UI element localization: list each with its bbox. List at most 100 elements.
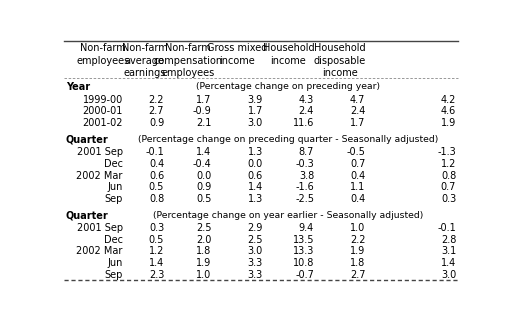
Text: 3.0: 3.0: [247, 247, 263, 256]
Text: 11.6: 11.6: [293, 118, 314, 128]
Text: 3.0: 3.0: [441, 270, 456, 280]
Text: 8.7: 8.7: [299, 147, 314, 157]
Text: 0.5: 0.5: [149, 182, 164, 192]
Text: Non-farm
compensation
employees: Non-farm compensation employees: [153, 43, 222, 78]
Text: 2001-02: 2001-02: [82, 118, 123, 128]
Text: 2.0: 2.0: [196, 235, 212, 245]
Text: 10.8: 10.8: [293, 258, 314, 268]
Text: Quarter: Quarter: [66, 211, 108, 221]
Text: 3.0: 3.0: [247, 118, 263, 128]
Text: 13.3: 13.3: [293, 247, 314, 256]
Text: 0.6: 0.6: [247, 171, 263, 181]
Text: 0.8: 0.8: [149, 194, 164, 204]
Text: 0.4: 0.4: [350, 171, 365, 181]
Text: Jun: Jun: [107, 182, 123, 192]
Text: 0.5: 0.5: [196, 194, 212, 204]
Text: 1.0: 1.0: [196, 270, 212, 280]
Text: 1.1: 1.1: [350, 182, 365, 192]
Text: -0.1: -0.1: [437, 223, 456, 233]
Text: -1.3: -1.3: [437, 147, 456, 157]
Text: 1.9: 1.9: [350, 247, 365, 256]
Text: Sep: Sep: [104, 194, 123, 204]
Text: 2.8: 2.8: [441, 235, 456, 245]
Text: 1.4: 1.4: [441, 258, 456, 268]
Text: 1999-00: 1999-00: [82, 95, 123, 105]
Text: 1.9: 1.9: [441, 118, 456, 128]
Text: (Percentage change on preceding year): (Percentage change on preceding year): [196, 82, 380, 91]
Text: Jun: Jun: [107, 258, 123, 268]
Text: 4.2: 4.2: [441, 95, 456, 105]
Text: 1.3: 1.3: [247, 147, 263, 157]
Text: 0.4: 0.4: [350, 194, 365, 204]
Text: (Percentage change on preceding quarter - Seasonally adjusted): (Percentage change on preceding quarter …: [138, 135, 439, 144]
Text: 0.7: 0.7: [441, 182, 456, 192]
Text: Dec: Dec: [104, 159, 123, 169]
Text: 1.9: 1.9: [196, 258, 212, 268]
Text: Sep: Sep: [104, 270, 123, 280]
Text: 1.3: 1.3: [247, 194, 263, 204]
Text: 3.9: 3.9: [247, 95, 263, 105]
Text: (Percentage change on year earlier - Seasonally adjusted): (Percentage change on year earlier - Sea…: [153, 211, 423, 220]
Text: 2001 Sep: 2001 Sep: [77, 223, 123, 233]
Text: 0.9: 0.9: [149, 118, 164, 128]
Text: 1.2: 1.2: [149, 247, 164, 256]
Text: 1.4: 1.4: [149, 258, 164, 268]
Text: 2002 Mar: 2002 Mar: [76, 171, 123, 181]
Text: 4.6: 4.6: [441, 106, 456, 116]
Text: -1.6: -1.6: [295, 182, 314, 192]
Text: 2.5: 2.5: [247, 235, 263, 245]
Text: Dec: Dec: [104, 235, 123, 245]
Text: Non-farm
average
earnings: Non-farm average earnings: [122, 43, 167, 78]
Text: 0.3: 0.3: [441, 194, 456, 204]
Text: 1.2: 1.2: [441, 159, 456, 169]
Text: 0.6: 0.6: [149, 171, 164, 181]
Text: 2.7: 2.7: [350, 270, 365, 280]
Text: 3.8: 3.8: [299, 171, 314, 181]
Text: -0.7: -0.7: [295, 270, 314, 280]
Text: 3.1: 3.1: [441, 247, 456, 256]
Text: 2.9: 2.9: [247, 223, 263, 233]
Text: 0.8: 0.8: [441, 171, 456, 181]
Text: 4.7: 4.7: [350, 95, 365, 105]
Text: Quarter: Quarter: [66, 135, 108, 145]
Text: 1.8: 1.8: [350, 258, 365, 268]
Text: -0.5: -0.5: [347, 147, 365, 157]
Text: 2.2: 2.2: [149, 95, 164, 105]
Text: 9.4: 9.4: [299, 223, 314, 233]
Text: 2000-01: 2000-01: [82, 106, 123, 116]
Text: 4.3: 4.3: [299, 95, 314, 105]
Text: 0.4: 0.4: [149, 159, 164, 169]
Text: 2.3: 2.3: [149, 270, 164, 280]
Text: 0.7: 0.7: [350, 159, 365, 169]
Text: 1.7: 1.7: [247, 106, 263, 116]
Text: 0.5: 0.5: [149, 235, 164, 245]
Text: Household
disposable
income: Household disposable income: [314, 43, 366, 78]
Text: 2.2: 2.2: [350, 235, 365, 245]
Text: 2002 Mar: 2002 Mar: [76, 247, 123, 256]
Text: 3.3: 3.3: [247, 270, 263, 280]
Text: Non-farm
employees: Non-farm employees: [76, 43, 130, 65]
Text: 3.3: 3.3: [247, 258, 263, 268]
Text: 2.1: 2.1: [196, 118, 212, 128]
Text: 0.3: 0.3: [149, 223, 164, 233]
Text: 1.4: 1.4: [247, 182, 263, 192]
Text: 0.0: 0.0: [196, 171, 212, 181]
Text: Gross mixed
income: Gross mixed income: [207, 43, 267, 65]
Text: 1.0: 1.0: [350, 223, 365, 233]
Text: 1.8: 1.8: [196, 247, 212, 256]
Text: -0.9: -0.9: [193, 106, 212, 116]
Text: 2001 Sep: 2001 Sep: [77, 147, 123, 157]
Text: 0.0: 0.0: [247, 159, 263, 169]
Text: 0.9: 0.9: [196, 182, 212, 192]
Text: 2.5: 2.5: [196, 223, 212, 233]
Text: Year: Year: [66, 82, 90, 92]
Text: -2.5: -2.5: [295, 194, 314, 204]
Text: 1.7: 1.7: [350, 118, 365, 128]
Text: -0.3: -0.3: [295, 159, 314, 169]
Text: Household
income: Household income: [263, 43, 314, 65]
Text: 1.7: 1.7: [196, 95, 212, 105]
Text: 2.4: 2.4: [299, 106, 314, 116]
Text: 13.5: 13.5: [293, 235, 314, 245]
Text: 2.7: 2.7: [149, 106, 164, 116]
Text: 1.4: 1.4: [196, 147, 212, 157]
